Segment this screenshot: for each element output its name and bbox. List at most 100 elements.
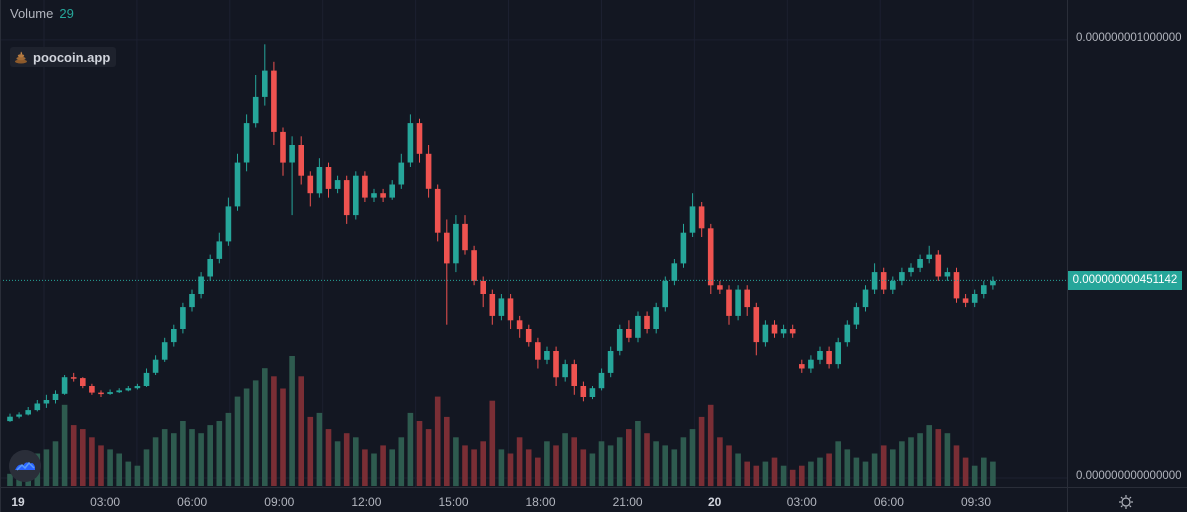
candle-up: [152, 359, 159, 373]
volume-bar: [735, 453, 741, 486]
volume-bar: [198, 433, 204, 486]
candle-up: [971, 294, 978, 303]
volume-bar: [480, 441, 486, 486]
volume-bar: [380, 445, 386, 486]
candle-down: [462, 223, 468, 251]
candle-up: [853, 307, 860, 325]
volume-bar: [152, 437, 159, 487]
volume-bar: [498, 449, 505, 486]
time-axis-label: 21:00: [612, 495, 643, 509]
volume-bar: [125, 461, 132, 486]
volume-bar: [717, 437, 723, 487]
volume-bar: [334, 441, 341, 486]
volume-bar: [880, 445, 887, 486]
volume-bar: [80, 429, 86, 486]
time-axis-label: 03:00: [786, 495, 817, 509]
volume-bar: [862, 461, 869, 486]
candle-up: [735, 289, 741, 316]
volume-bar: [953, 445, 960, 486]
volume-bar: [225, 412, 232, 486]
volume-bar: [316, 412, 323, 486]
volume-bar: [789, 469, 796, 487]
candle-down: [717, 285, 723, 290]
candle-down: [98, 392, 104, 395]
candle-up: [252, 96, 259, 124]
volume-bar: [389, 449, 395, 486]
candle-down: [571, 364, 577, 386]
volume-bar: [489, 400, 496, 486]
time-axis-label: 19: [11, 495, 25, 509]
tradingview-logo-icon[interactable]: [9, 450, 41, 482]
candle-down: [471, 250, 477, 281]
volume-legend: Volume 29: [10, 6, 74, 21]
volume-bar: [744, 461, 750, 486]
volume-bar: [416, 421, 423, 486]
candle-down: [744, 289, 750, 308]
volume-bar: [626, 429, 632, 486]
candle-down: [580, 386, 587, 397]
volume-bar: [343, 433, 350, 486]
candle-up: [544, 351, 550, 360]
volume-bar: [444, 416, 450, 486]
brand-watermark: poocoin.app: [10, 47, 117, 67]
volume-bar: [589, 453, 596, 486]
volume-bar: [262, 368, 268, 486]
candle-up: [161, 342, 168, 360]
candle-up: [835, 342, 841, 365]
volume-legend-value: 29: [59, 6, 74, 21]
volume-bar: [562, 433, 568, 486]
volume-bar: [298, 376, 304, 486]
candle-down: [480, 280, 486, 294]
candle-down: [362, 175, 368, 198]
volume-bar: [726, 445, 732, 486]
candle-up: [116, 390, 122, 393]
volume-bar: [70, 425, 77, 486]
volume-bar: [971, 465, 978, 486]
volume-bar: [962, 457, 969, 486]
volume-bar: [171, 433, 177, 486]
volume-bar: [580, 449, 587, 486]
volume-bars: [7, 356, 996, 487]
volume-bar: [89, 437, 95, 487]
candle-up: [607, 351, 614, 373]
candle-down: [70, 377, 77, 379]
candle-down: [726, 289, 732, 316]
candle-up: [990, 280, 996, 286]
grid-lines: [0, 0, 1067, 487]
candle-down: [380, 193, 386, 198]
time-axis-label: 12:00: [351, 495, 382, 509]
settings-gear-icon[interactable]: [1118, 494, 1134, 510]
volume-bar: [826, 453, 832, 486]
volume-bar: [817, 457, 823, 486]
volume-bar: [771, 457, 778, 486]
volume-bar: [180, 421, 186, 486]
volume-bar: [143, 449, 150, 486]
candle-up: [407, 123, 414, 163]
candle-down: [343, 180, 350, 216]
candle-up: [871, 272, 878, 290]
candle-up: [844, 324, 851, 343]
volume-bar: [462, 445, 468, 486]
volume-bar: [635, 421, 641, 486]
candle-up: [143, 372, 150, 386]
candle-down: [962, 298, 969, 303]
volume-bar: [598, 441, 605, 486]
candle-down: [707, 228, 714, 286]
price-axis-top-label: 0.000000001000000: [1076, 31, 1182, 44]
candle-down: [698, 206, 705, 229]
candle-up: [371, 193, 377, 198]
candle-up: [498, 298, 505, 316]
candle-up: [635, 315, 641, 338]
candle-up: [908, 267, 914, 273]
volume-legend-label: Volume: [10, 6, 54, 21]
volume-bar: [990, 461, 996, 486]
volume-bar: [553, 445, 559, 486]
time-axis-label: 09:00: [264, 495, 295, 509]
candle-down: [525, 329, 532, 343]
volume-bar: [908, 437, 914, 487]
volume-bar: [307, 416, 314, 486]
volume-bar: [616, 437, 623, 487]
volume-bar: [844, 449, 851, 486]
